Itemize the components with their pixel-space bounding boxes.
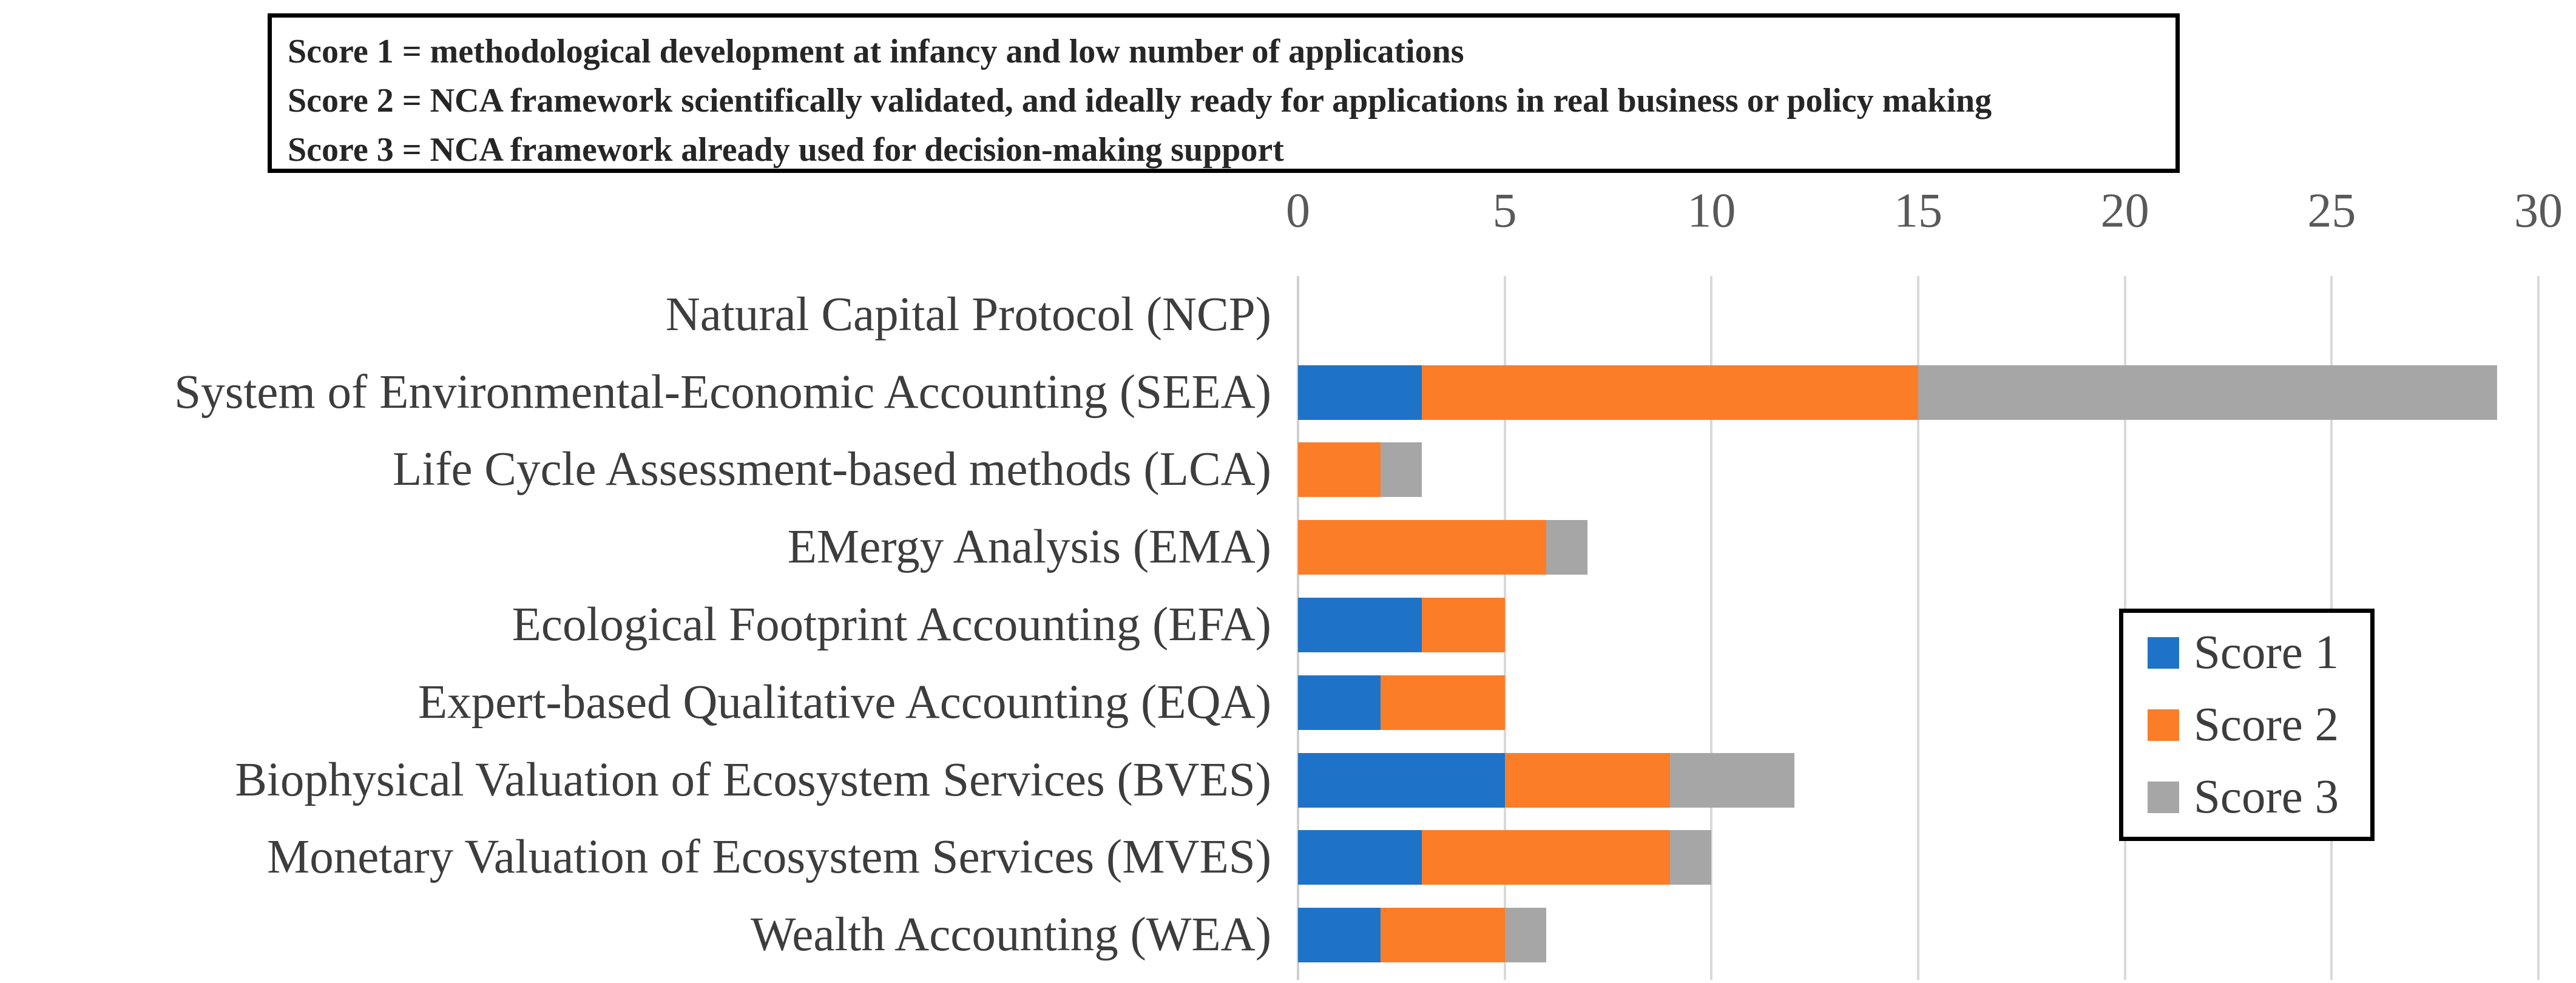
- x-tick-label: 0: [1286, 184, 1310, 238]
- bar-segment: [1546, 520, 1587, 575]
- stacked-bar: [1298, 520, 1587, 575]
- bar-row: [1298, 896, 2538, 974]
- bar-row: [1298, 741, 2538, 819]
- stacked-bar: [1298, 442, 1422, 498]
- legend-item: Score 3: [2148, 770, 2370, 825]
- gridline: [1917, 276, 1919, 980]
- x-tick-label: 15: [1894, 184, 1942, 238]
- bar-segment: [1298, 675, 1381, 730]
- x-tick-label: 20: [2100, 184, 2149, 238]
- bar-segment: [1298, 830, 1422, 885]
- category-label: Monetary Valuation of Ecosystem Services…: [266, 831, 1271, 884]
- bar-segment: [1381, 675, 1505, 730]
- x-tick-label: 10: [1687, 184, 1736, 238]
- legend-label: Score 3: [2194, 770, 2339, 823]
- bar-segment: [1670, 830, 1712, 885]
- stacked-bar: [1298, 365, 2497, 420]
- gridline: [1710, 276, 1713, 980]
- score-definitions-box: Score 1 = methodological development at …: [268, 13, 2180, 173]
- bar-row: [1298, 819, 2538, 896]
- legend-swatch: [2148, 709, 2179, 741]
- bar-segment: [1298, 908, 1381, 963]
- category-label: Ecological Footprint Accounting (EFA): [512, 598, 1271, 651]
- stacked-bar: [1298, 675, 1505, 730]
- bar-segment: [1298, 752, 1505, 808]
- category-label: Expert-based Qualitative Accounting (EQA…: [418, 675, 1271, 729]
- category-label: EMergy Analysis (EMA): [787, 521, 1271, 574]
- legend-swatch: [2148, 781, 2179, 813]
- category-label: Biophysical Valuation of Ecosystem Servi…: [235, 753, 1271, 806]
- legend-label: Score 2: [2194, 698, 2339, 751]
- legend-item: Score 1: [2148, 626, 2370, 680]
- gridline: [1503, 276, 1506, 980]
- bar-segment: [1422, 830, 1671, 885]
- bar-row: [1298, 431, 2538, 509]
- bar-segment: [1504, 908, 1546, 963]
- stacked-bar: [1298, 908, 1546, 963]
- category-label: Wealth Accounting (WEA): [751, 908, 1271, 962]
- bar-segment: [1504, 752, 1671, 808]
- category-label: Natural Capital Protocol (NCP): [665, 288, 1271, 341]
- bar-segment: [1381, 442, 1422, 498]
- bar-segment: [1298, 442, 1381, 498]
- bar-row: [1298, 508, 2538, 586]
- legend-swatch: [2148, 637, 2179, 669]
- score-definition-line-2: Score 2 = NCA framework scientifically v…: [288, 82, 1992, 120]
- bar-segment: [1298, 520, 1546, 575]
- x-tick-label: 30: [2514, 184, 2563, 238]
- bar-row: [1298, 664, 2538, 741]
- category-label: Life Cycle Assessment-based methods (LCA…: [392, 443, 1271, 496]
- stacked-bar: [1298, 830, 1712, 885]
- bar-segment: [1422, 365, 1918, 420]
- legend-label: Score 1: [2194, 626, 2339, 679]
- plot-area: [1297, 276, 2540, 980]
- score-definition-line-1: Score 1 = methodological development at …: [288, 33, 1464, 70]
- bar-segment: [1918, 365, 2497, 420]
- category-label: System of Environmental-Economic Account…: [174, 365, 1271, 419]
- bar-segment: [1422, 597, 1505, 652]
- bar-row: [1298, 586, 2538, 664]
- bar-segment: [1298, 597, 1422, 652]
- bar-row: [1298, 354, 2538, 431]
- bar-segment: [1381, 908, 1505, 963]
- stacked-bar: [1298, 597, 1505, 652]
- score-definition-line-3: Score 3 = NCA framework already used for…: [288, 131, 1284, 169]
- gridline: [2537, 276, 2540, 980]
- bar-segment: [1298, 365, 1422, 420]
- x-tick-label: 5: [1492, 184, 1517, 238]
- x-tick-label: 25: [2307, 184, 2356, 238]
- bar-row: [1298, 276, 2538, 354]
- legend: Score 1 Score 2 Score 3: [2119, 609, 2375, 841]
- legend-item: Score 2: [2148, 698, 2370, 752]
- stacked-bar: [1298, 752, 1794, 808]
- bar-segment: [1670, 752, 1794, 808]
